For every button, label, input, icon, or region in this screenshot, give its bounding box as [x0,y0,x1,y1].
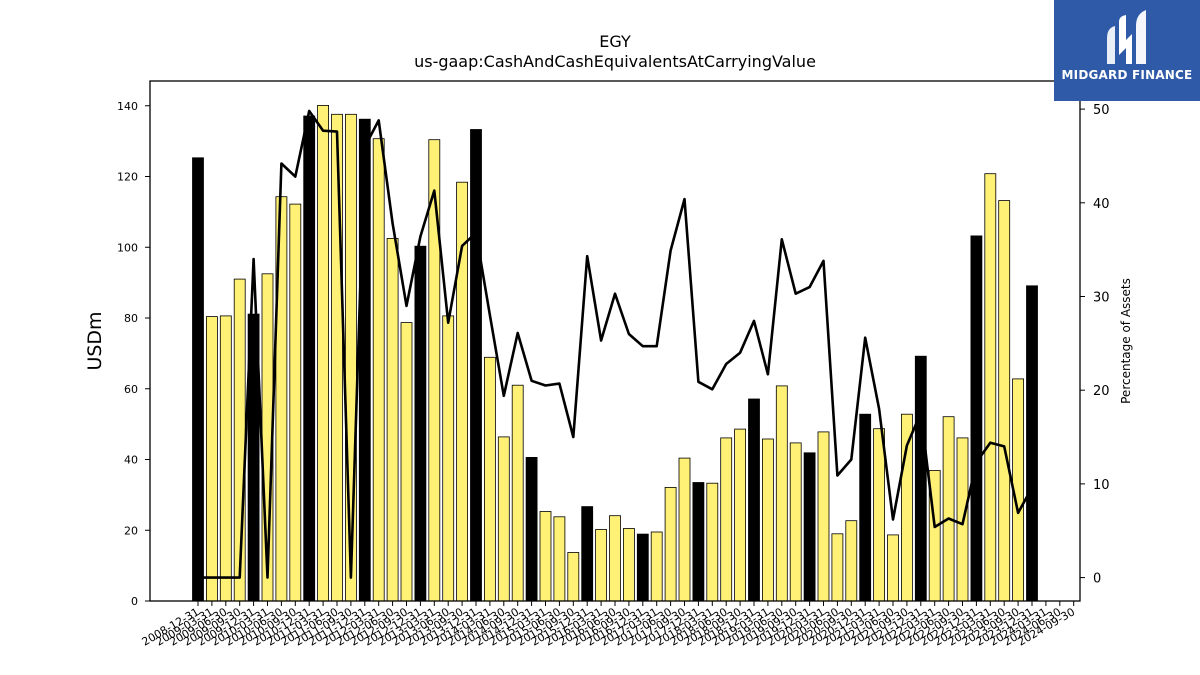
bar [358,118,371,602]
bar [775,385,788,602]
bar [762,438,774,602]
y-tick-label: 20 [124,524,138,537]
left-axis: 0 20 40 60 80 100 120 140 [117,100,150,608]
bar [205,316,218,602]
bar [428,139,441,602]
bar [442,315,455,602]
x-axis: 2008-12-312009-03-312009-06-302009-09-30… [140,601,1077,649]
y2-tick-label: 10 [1093,478,1110,493]
y-tick-label: 60 [124,383,138,396]
bar [720,437,733,602]
y-tick-label: 140 [117,100,138,113]
bar [706,482,719,602]
bar [400,322,413,602]
bar [1026,285,1038,602]
bar [914,355,927,602]
bar [650,531,663,602]
bar [734,428,746,602]
bar [998,200,1011,602]
bar [609,515,621,602]
bar [317,105,330,602]
right-axis: 0 10 20 30 40 50 [1080,103,1110,587]
bar [331,113,343,602]
bar [595,529,607,602]
bar [483,356,496,602]
bar [372,138,385,602]
y2-tick-label: 20 [1093,384,1110,399]
bar [497,436,510,602]
y2-axis-label: Percentage of Assets [1119,278,1133,404]
bar [303,115,316,602]
bar [664,486,677,602]
bar [789,442,802,602]
logo-text: MIDGARD FINANCE [1061,68,1193,82]
bar [344,113,357,602]
y-tick-label: 40 [124,454,138,467]
y2-tick-label: 50 [1093,103,1110,118]
midgard-finance-logo: MIDGARD FINANCE [1054,0,1200,101]
bar [942,416,955,602]
bar [511,384,524,602]
bar [970,235,983,602]
bar [831,533,844,602]
bar [845,520,858,602]
bar [678,457,691,602]
bar [525,456,538,602]
bar [803,452,816,602]
bar [567,552,580,602]
bar [748,398,760,602]
y2-tick-label: 0 [1093,572,1101,587]
percentage-line [198,109,1034,579]
y-axis-label: USDm [84,311,106,370]
bar [192,157,204,602]
bar [289,203,302,602]
bar [553,516,566,602]
bar [636,533,649,602]
chart-subtitle: us-gaap:CashAndCashEquivalentsAtCarrying… [414,52,816,71]
bar [623,528,635,602]
logo-mark-icon [1107,10,1146,64]
chart-title: EGY [599,32,631,51]
bar [539,511,552,602]
y2-tick-label: 40 [1093,197,1110,212]
bar [414,245,427,602]
bar [219,315,232,602]
y-tick-label: 120 [117,171,138,184]
bar [470,129,482,602]
y-tick-label: 100 [117,241,138,254]
y-tick-label: 0 [131,595,138,608]
bar [692,482,705,602]
y2-tick-label: 30 [1093,290,1110,305]
bars-layer [192,105,1038,602]
bar [859,413,872,602]
bar [984,173,997,602]
line-layer [198,109,1034,579]
y-tick-label: 80 [124,312,138,325]
bar [887,534,899,602]
bar [581,506,594,602]
bar [873,428,885,602]
bar [817,431,830,602]
bar [386,237,399,602]
